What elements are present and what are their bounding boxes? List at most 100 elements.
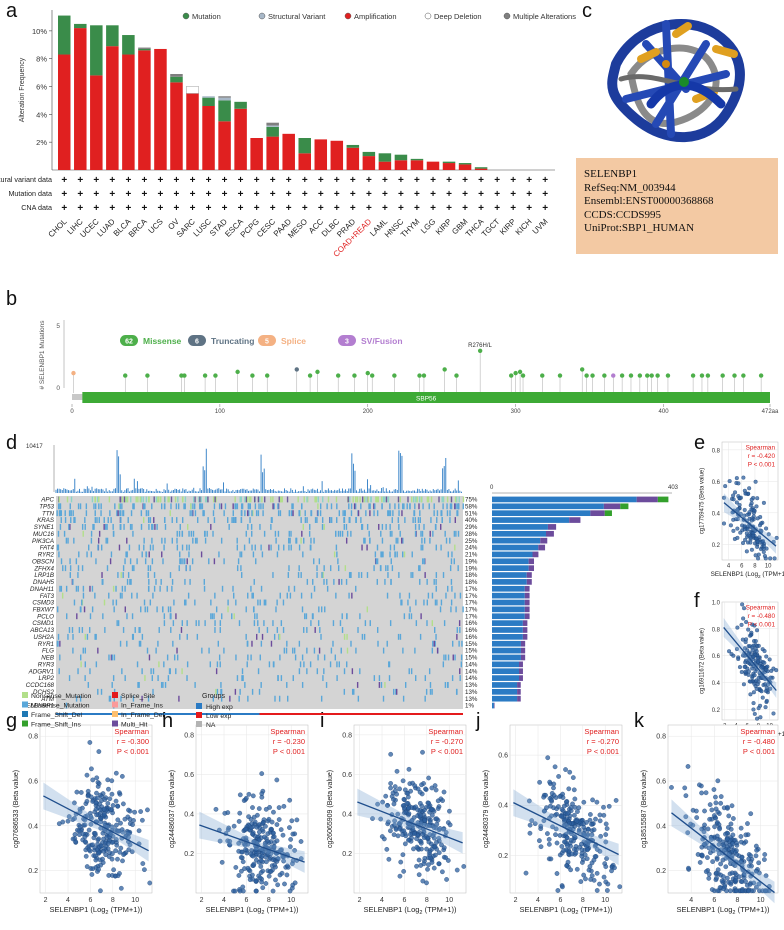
bar-mutation xyxy=(106,25,119,47)
panel-label-f: f xyxy=(694,590,700,612)
mutation-cell xyxy=(350,510,353,517)
legend-label: Multi_Hit xyxy=(121,722,148,729)
mutation-cell xyxy=(82,530,84,537)
scatter-point xyxy=(764,654,769,659)
row-marker: + xyxy=(286,203,292,214)
mutation-cell xyxy=(336,675,338,682)
mutation-cell xyxy=(141,695,143,702)
mutation-cell xyxy=(344,565,347,572)
x-tick-label: 2 xyxy=(44,897,48,904)
mutation-cell xyxy=(429,530,431,537)
bar-mutation xyxy=(74,23,87,29)
mutation-cell xyxy=(122,510,125,517)
row-marker: + xyxy=(77,175,83,186)
scatter-point xyxy=(697,860,703,865)
mutation-cell xyxy=(56,544,59,551)
domain-label: SBP56 xyxy=(416,396,437,403)
mutation-cell xyxy=(130,496,132,503)
lollipop-head xyxy=(637,373,643,378)
lollipop-head xyxy=(392,373,397,378)
gene-label: MUC16 xyxy=(33,531,55,538)
mutation-cell xyxy=(277,675,279,682)
mutation-cell xyxy=(69,565,72,572)
mutation-cell xyxy=(387,565,389,572)
scatter-point xyxy=(568,805,574,810)
mutation-cell xyxy=(401,537,403,544)
scatter-point xyxy=(581,799,587,805)
mutation-cell xyxy=(138,544,140,551)
scatter-point xyxy=(740,602,745,607)
mutation-cell xyxy=(457,565,459,572)
lollipop-head xyxy=(741,373,746,378)
row-marker: + xyxy=(318,203,324,214)
scatter-point xyxy=(433,852,438,858)
mutation-cell xyxy=(73,599,76,606)
mutation-cell xyxy=(419,578,421,585)
mutation-cell xyxy=(282,627,285,633)
scatter-point xyxy=(753,479,758,484)
x-axis-label: SELENBP1 (Log2 (TPM+1)) xyxy=(50,905,143,916)
mutation-cell xyxy=(153,496,155,503)
row-marker: + xyxy=(462,203,468,214)
mutation-cell xyxy=(420,544,422,551)
scatter-point xyxy=(587,817,593,823)
mutation-cell xyxy=(127,517,129,523)
scatter-point xyxy=(755,544,760,549)
mutation-cell xyxy=(419,517,421,523)
right-bar-multi xyxy=(569,517,581,523)
mutation-cell xyxy=(114,503,116,510)
right-bar-multi xyxy=(520,654,526,661)
mutation-cell xyxy=(151,558,154,565)
row-marker: + xyxy=(174,203,180,214)
mutation-cell xyxy=(116,510,118,517)
mutation-cell xyxy=(120,572,122,578)
mutation-cell xyxy=(390,558,392,565)
mutation-cell xyxy=(173,599,175,606)
mutation-cell xyxy=(336,517,338,523)
mutation-cell xyxy=(70,510,72,517)
mutation-cell xyxy=(89,585,91,592)
mutation-cell xyxy=(347,496,349,503)
mutation-cell xyxy=(342,510,344,517)
scatter-point xyxy=(748,633,753,638)
mutation-cell xyxy=(131,592,133,599)
row-label: Structural variant data xyxy=(0,175,52,184)
row-marker: + xyxy=(318,175,324,186)
mutation-cell xyxy=(416,496,418,503)
mutation-cell xyxy=(396,551,398,558)
scatter-point xyxy=(266,816,272,822)
mutation-cell xyxy=(436,599,438,606)
scatter-point xyxy=(116,828,121,834)
scatter-point xyxy=(734,888,739,894)
mutation-cell xyxy=(306,627,308,633)
bar-amplification xyxy=(298,153,311,170)
row-marker: + xyxy=(318,189,324,200)
mutation-cell xyxy=(199,496,201,503)
mutation-cell xyxy=(214,620,216,627)
mutation-cell xyxy=(251,544,253,551)
scatter-point xyxy=(109,856,115,862)
mutation-cell xyxy=(214,627,216,633)
mutation-cell xyxy=(181,496,184,503)
stat-r: r = -0.300 xyxy=(117,737,149,746)
mutation-cell xyxy=(59,503,62,510)
row-marker: + xyxy=(462,189,468,200)
scatter-point xyxy=(259,853,265,859)
x-tick-label: 10 xyxy=(445,897,453,904)
mutation-cell xyxy=(397,517,400,523)
scatter-point xyxy=(538,844,544,850)
panel-label-j: j xyxy=(476,710,481,732)
scatter-point xyxy=(268,826,274,832)
legend-swatch xyxy=(112,692,118,698)
mutation-cell xyxy=(423,537,426,544)
percent-label: 1% xyxy=(465,703,474,710)
mutation-cell xyxy=(242,675,244,682)
mutation-cell xyxy=(279,510,282,517)
stat-p: P < 0.001 xyxy=(748,462,776,469)
y-tick-label: 0.6 xyxy=(342,772,352,779)
scatter-point xyxy=(117,871,122,876)
mutation-cell xyxy=(338,510,341,517)
mutation-cell xyxy=(337,565,340,572)
x-tick-label: 10 xyxy=(757,897,765,904)
mutation-cell xyxy=(356,496,359,503)
